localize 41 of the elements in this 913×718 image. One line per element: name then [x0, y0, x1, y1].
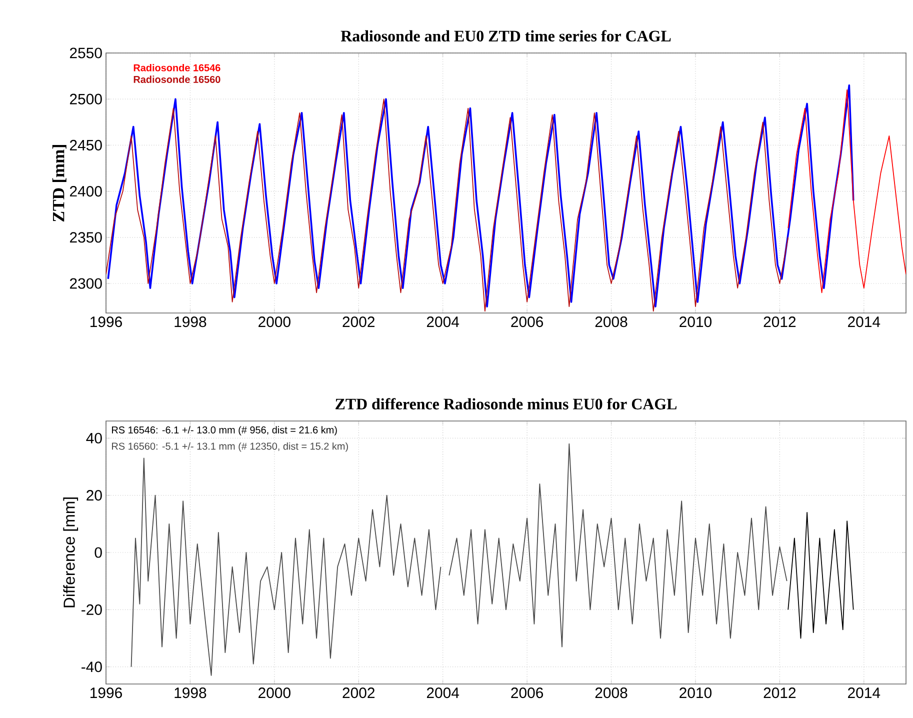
x-tick-label: 2002: [342, 688, 374, 698]
y-tick-label: 20: [86, 490, 102, 501]
x-tick-label: 2006: [511, 688, 544, 698]
text: Radiosonde 16546: [134, 64, 220, 72]
y-tick-label: 2550: [70, 48, 102, 58]
chart-title: Radiosonde and EU0 ZTD time series for CAGL: [340, 30, 671, 42]
x-tick-label: 2012: [764, 316, 796, 328]
y-tick-label: 2500: [70, 94, 102, 104]
y-axis-title: ZTD [mm]: [52, 144, 66, 222]
x-tick-label: 2012: [764, 688, 796, 698]
x-tick-label: 2010: [680, 316, 712, 328]
x-tick-label: 2004: [426, 316, 460, 328]
y-tick-label: 0: [94, 547, 102, 558]
y-tick-label: 2350: [70, 232, 102, 243]
x-tick-label: 1996: [90, 316, 122, 328]
annotation: RS 16560: -5.1 +/- 13.1 mm (# 12350, dist = 15.2 km): [112, 442, 348, 452]
y-tick-label: 2400: [70, 186, 102, 197]
x-tick-label: 2008: [595, 316, 628, 328]
x-tick-label: 2010: [680, 688, 712, 698]
line-series: [788, 89, 906, 294]
y-tick-label: -20: [82, 604, 102, 615]
x-tick-label: 2006: [511, 316, 544, 328]
x-tick-label: 2014: [848, 688, 880, 698]
chart-title: ZTD difference Radiosonde minus EU0 for CAGL: [336, 398, 677, 410]
x-tick-label: 1998: [174, 316, 206, 328]
x-tick-label: 2000: [258, 316, 290, 328]
x-tick-label: 2000: [258, 688, 290, 698]
x-tick-label: 2014: [848, 316, 880, 328]
y-axis-title: Difference [mm]: [63, 498, 78, 608]
y-tick-label: -40: [82, 662, 102, 672]
annotation: RS 16546: -6.1 +/- 13.0 mm (# 956, dist = 21.6 km): [112, 426, 337, 436]
x-tick-label: 2008: [595, 688, 628, 698]
y-tick-label: 2450: [70, 140, 102, 150]
y-tick-label: 2300: [70, 278, 102, 289]
x-tick-label: 1998: [174, 688, 206, 698]
x-tick-label: 2002: [342, 316, 374, 328]
line-series: [788, 512, 854, 639]
text: Radiosonde 16560: [134, 76, 220, 83]
x-tick-label: 2004: [426, 688, 460, 698]
y-tick-label: 40: [86, 432, 102, 444]
x-tick-label: 1996: [90, 688, 122, 698]
